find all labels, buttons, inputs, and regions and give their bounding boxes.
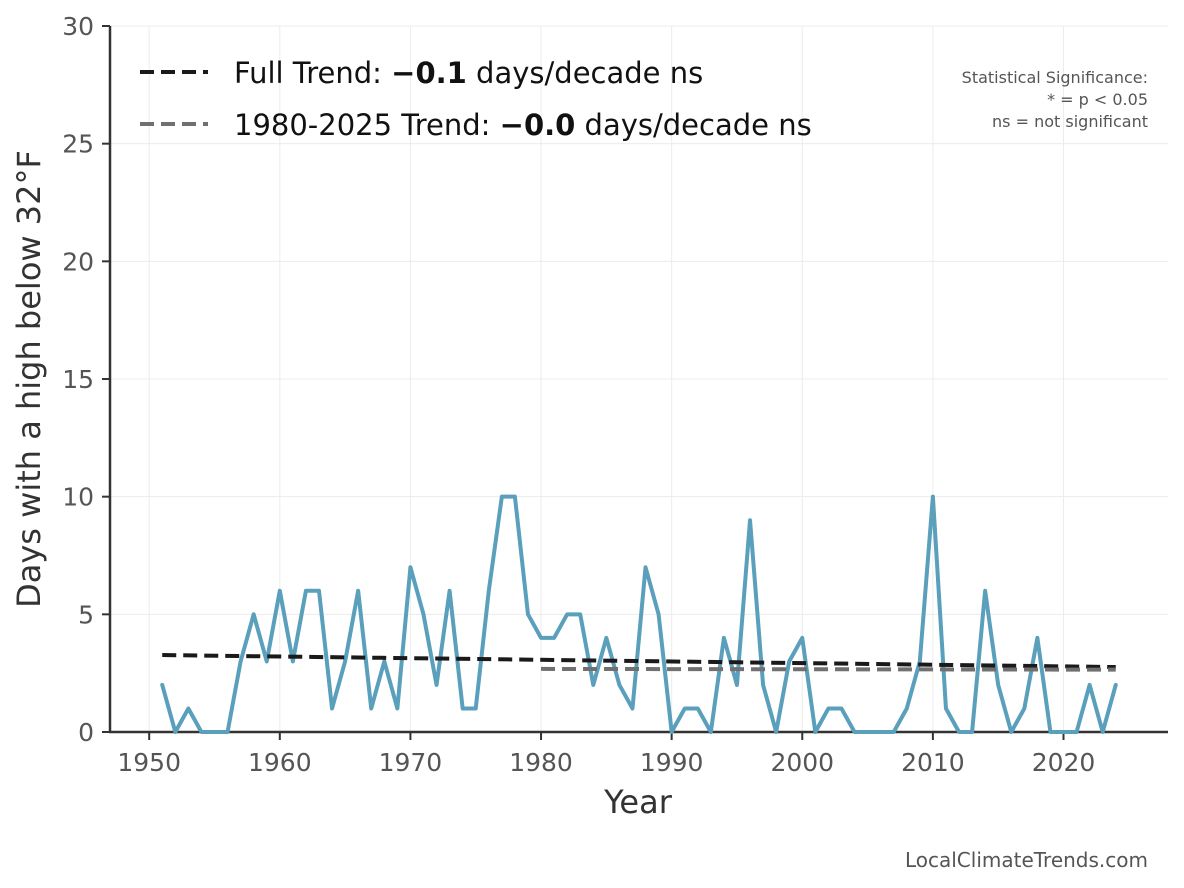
trend-lines (162, 653, 1116, 672)
y-tick-label-5: 5 (78, 600, 94, 629)
legend-suffix-1980-2025-trend: days/decade ns (575, 108, 811, 142)
data-series (160, 494, 1118, 734)
x-tick-label-2000: 2000 (770, 748, 834, 777)
grid (110, 25, 1168, 733)
x-tick-label-1960: 1960 (248, 748, 312, 777)
legend-value-full-trend: −0.1 (391, 56, 467, 90)
legend-prefix-1980-2025-trend: 1980-2025 Trend: (234, 108, 500, 142)
trend-line-1 (541, 666, 1116, 672)
x-tick-label-2020: 2020 (1032, 748, 1096, 777)
y-axis-ticks: 0 5 10 15 20 25 30 (62, 12, 110, 747)
watermark: LocalClimateTrends.com (905, 848, 1148, 872)
x-tick-label-1990: 1990 (640, 748, 704, 777)
x-axis-label: Year (603, 783, 673, 821)
y-tick-label-30: 30 (62, 12, 94, 41)
y-tick-label-15: 15 (62, 365, 94, 394)
significance-note-line-2: ns = not significant (992, 112, 1148, 131)
x-tick-label-1950: 1950 (117, 748, 181, 777)
significance-note: Statistical Significance: * = p < 0.05 n… (962, 68, 1148, 131)
trend-line-0 (162, 653, 1116, 670)
y-tick-label-25: 25 (62, 130, 94, 159)
x-tick-label-1970: 1970 (379, 748, 443, 777)
significance-note-line-1: * = p < 0.05 (1047, 90, 1148, 109)
series-line-0 (160, 494, 1118, 734)
x-tick-label-2010: 2010 (901, 748, 965, 777)
legend: Full Trend: −0.1 days/decade ns 1980-202… (140, 56, 812, 142)
y-tick-label-20: 20 (62, 247, 94, 276)
legend-label-1980-2025-trend: 1980-2025 Trend: −0.0 days/decade ns (234, 108, 812, 142)
significance-note-title: Statistical Significance: (962, 68, 1148, 87)
legend-value-1980-2025-trend: −0.0 (500, 108, 576, 142)
legend-label-full-trend: Full Trend: −0.1 days/decade ns (234, 56, 703, 90)
y-tick-label-0: 0 (78, 718, 94, 747)
legend-suffix-full-trend: days/decade ns (467, 56, 703, 90)
legend-prefix-full-trend: Full Trend: (234, 56, 391, 90)
x-axis-ticks: 1950 1960 1970 1980 1990 2000 2010 2020 (117, 732, 1095, 777)
y-axis-label: Days with a high below 32°F (10, 150, 48, 608)
y-tick-label-10: 10 (62, 483, 94, 512)
x-tick-label-1980: 1980 (509, 748, 573, 777)
